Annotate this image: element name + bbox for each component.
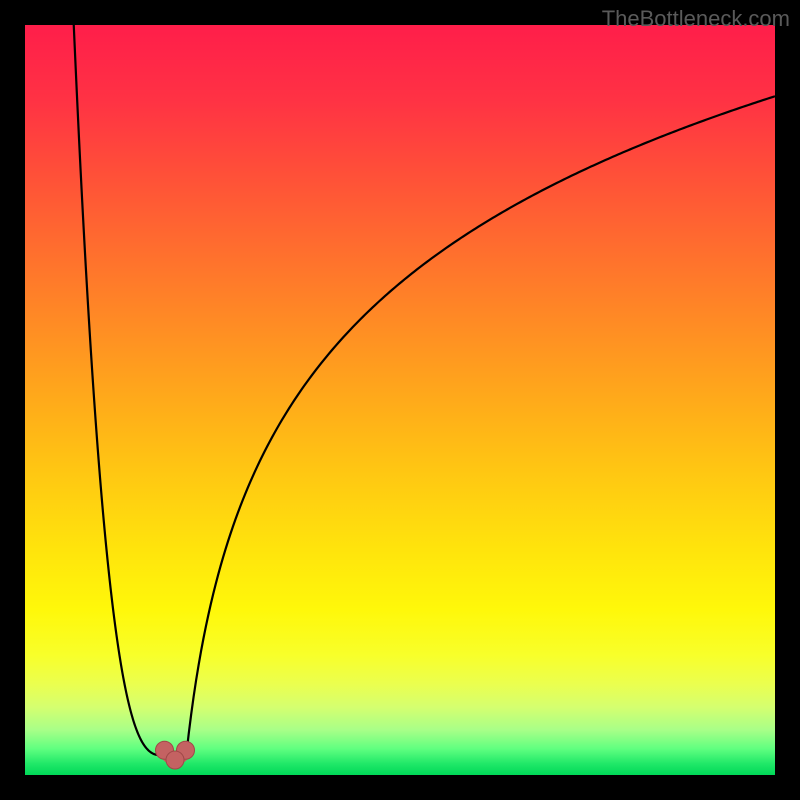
valley-marker-bottom — [166, 751, 184, 769]
plot-area — [25, 25, 775, 775]
right-branch-curve — [186, 96, 775, 755]
left-branch-curve — [74, 25, 164, 756]
watermark-text: TheBottleneck.com — [602, 6, 790, 32]
curve-layer — [25, 25, 775, 775]
figure-container: TheBottleneck.com — [0, 0, 800, 800]
